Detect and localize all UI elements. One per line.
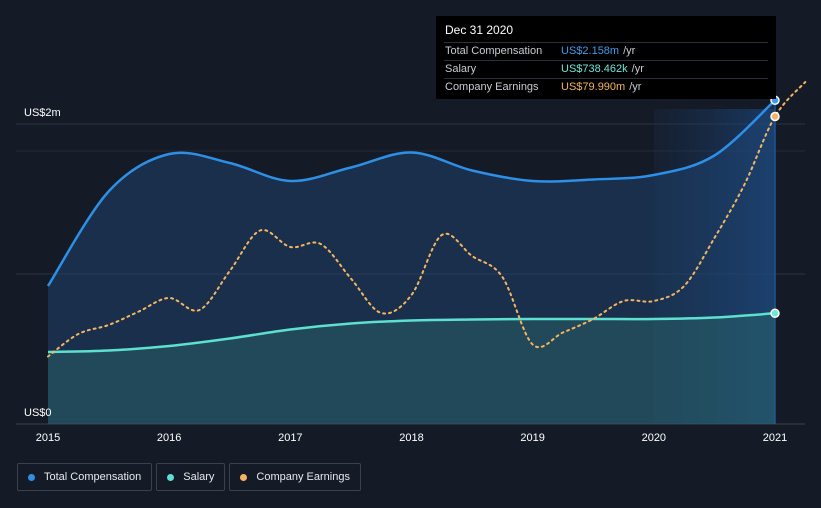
x-tick-label: 2018 (399, 432, 423, 444)
tooltip-value: US$2.158m (561, 45, 620, 57)
tooltip-value: US$79.990m (561, 81, 626, 93)
tooltip-panel: Dec 31 2020 Total Compensation US$2.158m… (436, 16, 776, 99)
legend-label: Salary (183, 471, 215, 483)
x-tick-label: 2020 (642, 432, 666, 444)
legend-dot-icon (167, 473, 175, 481)
x-tick-label: 2016 (157, 432, 181, 444)
tooltip-date: Dec 31 2020 (445, 23, 514, 37)
salary-point (770, 308, 780, 319)
tooltip-label: Salary (445, 63, 477, 75)
y-tick-label: US$0 (24, 407, 52, 419)
x-tick-label: 2017 (278, 432, 302, 444)
salary-area (48, 313, 775, 424)
x-tick-label: 2021 (763, 432, 787, 444)
total-compensation-area (48, 100, 775, 425)
tooltip-row-total-compensation: Total Compensation US$2.158m /yr (444, 42, 768, 60)
legend-dot-icon (28, 473, 35, 481)
legend-dot-icon (240, 473, 248, 481)
chart-legend: Total Compensation Salary Company Earnin… (17, 463, 361, 491)
tooltip-value: US$738.462k (561, 63, 628, 75)
tooltip-label: Company Earnings (445, 81, 539, 93)
legend-label: Company Earnings (256, 471, 350, 483)
legend-item-company-earnings[interactable]: Company Earnings (229, 463, 361, 491)
tooltip-row-company-earnings: Company Earnings US$79.990m /yr (444, 78, 768, 96)
company-earnings-point (770, 111, 780, 122)
salary-line (47, 312, 776, 354)
legend-item-total-compensation[interactable]: Total Compensation (17, 463, 153, 491)
tooltip-unit: /yr (631, 63, 644, 75)
legend-item-salary[interactable]: Salary (156, 463, 226, 491)
total-compensation-line (46, 99, 776, 287)
tooltip-label: Total Compensation (445, 45, 543, 57)
y-tick-label: US$2m (24, 107, 61, 119)
x-tick-label: 2019 (520, 432, 544, 444)
tooltip-unit: /yr (629, 81, 642, 93)
x-tick-label: 2015 (36, 432, 60, 444)
company-earnings-line (47, 81, 807, 358)
tooltip-unit: /yr (623, 45, 636, 57)
legend-label: Total Compensation (44, 471, 142, 483)
tooltip-row-salary: Salary US$738.462k /yr (444, 60, 768, 78)
